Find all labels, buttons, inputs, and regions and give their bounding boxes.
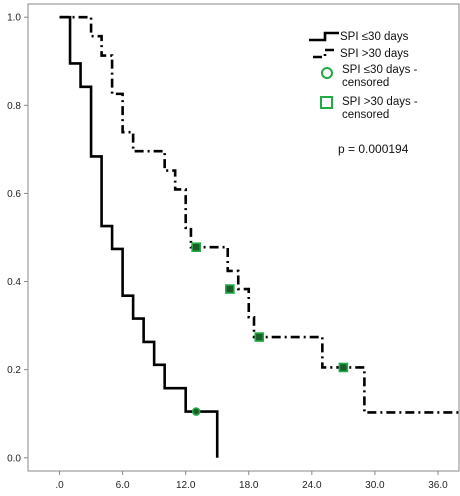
x-tick-label: 6.0 xyxy=(116,480,130,491)
x-tick-label: 30.0 xyxy=(365,480,385,491)
x-tick-label: 36.0 xyxy=(428,480,448,491)
legend-label-series-2: SPI >30 days xyxy=(340,48,409,60)
series-le30-days-line xyxy=(59,15,219,458)
censor-markers xyxy=(191,242,349,416)
y-tick-label: 0.8 xyxy=(7,101,21,112)
series-layer xyxy=(59,15,459,458)
censor-square-marker xyxy=(338,362,349,373)
legend-dashdot-line-swatch xyxy=(313,48,337,59)
x-tick-label: 18.0 xyxy=(239,480,259,491)
y-tick-label: 1.0 xyxy=(7,13,21,24)
legend-circle-marker xyxy=(321,67,333,79)
y-axis: 0.0 0.2 0.4 0.6 0.8 1.0 xyxy=(7,13,28,464)
censor-square-marker xyxy=(254,332,265,342)
x-tick-label: 24.0 xyxy=(302,480,322,491)
legend: SPI ≤30 days SPI >30 days SPI ≤30 days -… xyxy=(309,31,418,121)
legend-solid-line-swatch xyxy=(309,31,339,42)
legend-label-series-1: SPI ≤30 days xyxy=(340,31,409,43)
y-tick-label: 0.6 xyxy=(7,189,21,200)
x-axis: .0 6.0 12.0 18.0 24.0 30.0 36.0 xyxy=(55,471,448,491)
legend-label-censored-2-line1: SPI >30 days - xyxy=(342,96,418,108)
y-tick-label: 0.0 xyxy=(7,453,21,464)
legend-label-censored-2-line2: censored xyxy=(342,109,389,121)
p-value-annotation: p = 0.000194 xyxy=(338,142,409,156)
y-tick-label: 0.2 xyxy=(7,365,21,376)
series-gt30-days-line xyxy=(59,15,459,414)
censor-square-marker xyxy=(225,284,235,294)
x-tick-label: 12.0 xyxy=(176,480,196,491)
legend-square-marker xyxy=(320,96,333,109)
y-tick-label: 0.4 xyxy=(7,277,21,288)
plot-frame xyxy=(27,3,460,472)
legend-label-censored-1-line1: SPI ≤30 days - xyxy=(342,64,418,76)
legend-label-censored-1-line2: censored xyxy=(342,77,389,89)
censor-square-marker xyxy=(191,242,201,252)
censor-circle-marker xyxy=(191,407,201,416)
x-tick-label: .0 xyxy=(55,480,64,491)
